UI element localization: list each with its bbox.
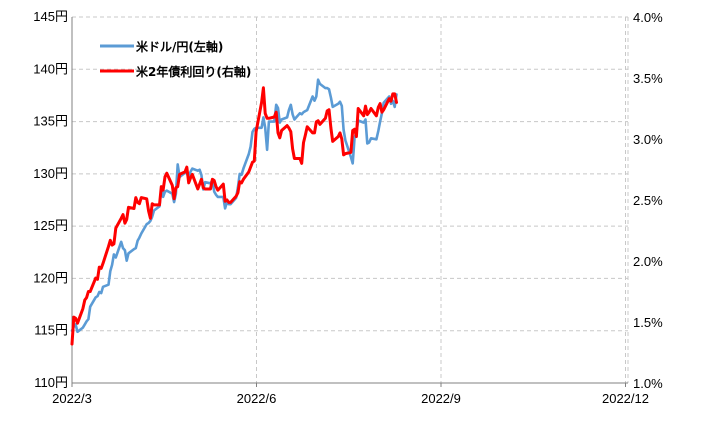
x-tick-label: 2022/6 [237,391,277,406]
left-axis: 110円 115円 120円 125円 130円 135円 140円 145円 [33,9,68,390]
right-tick-label: 3.0% [633,132,663,147]
left-tick-label: 115円 [34,323,68,338]
left-tick-label: 130円 [33,166,68,181]
left-tick-label: 145円 [33,9,68,24]
left-tick-label: 120円 [33,270,68,285]
legend: 米ドル/円(左軸) 米2年債利回り(右軸) [100,39,251,79]
left-tick-label: 110円 [34,375,68,390]
right-tick-label: 2.0% [633,254,663,269]
right-axis: 1.0% 1.5% 2.0% 2.5% 3.0% 3.5% 4.0% [633,10,663,391]
series-layer [70,78,398,346]
gridlines [72,17,628,383]
right-tick-label: 3.5% [633,71,663,86]
series-line-yield [70,86,398,346]
x-axis: 2022/3 2022/6 2022/9 2022/12 [52,383,649,406]
x-tick-label: 2022/3 [52,391,92,406]
left-tick-label: 125円 [33,218,68,233]
left-tick-label: 140円 [33,61,68,76]
right-tick-label: 1.0% [633,376,663,391]
right-tick-label: 1.5% [633,315,663,330]
right-tick-label: 4.0% [633,10,663,25]
x-tick-label: 2022/9 [421,391,461,406]
left-tick-label: 135円 [33,114,68,129]
right-tick-label: 2.5% [633,193,663,208]
legend-label: 米2年債利回り(右軸) [136,64,251,79]
legend-label: 米ドル/円(左軸) [136,39,223,54]
x-tick-label: 2022/12 [602,391,649,406]
